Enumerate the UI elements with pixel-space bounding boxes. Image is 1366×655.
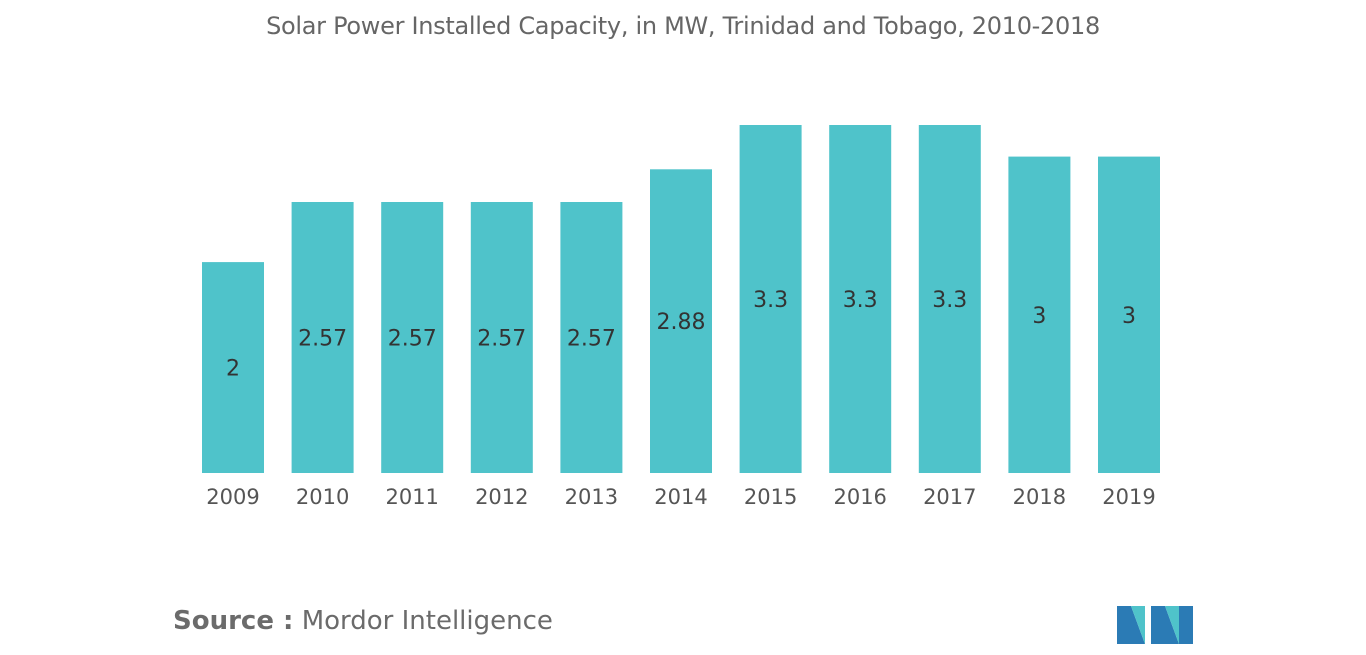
source-line: Source : Mordor Intelligence bbox=[173, 606, 553, 636]
data-label-2016: 3.3 bbox=[843, 288, 878, 313]
bar-2017 bbox=[918, 125, 981, 473]
data-label-2019: 3 bbox=[1122, 304, 1136, 329]
data-label-2010: 2.57 bbox=[298, 327, 347, 352]
data-label-2015: 3.3 bbox=[753, 288, 788, 313]
x-tick-label-2009: 2009 bbox=[206, 485, 259, 509]
bar-2011 bbox=[381, 202, 444, 473]
mordor-intelligence-logo-icon bbox=[1117, 606, 1193, 644]
x-tick-label-2016: 2016 bbox=[833, 485, 886, 509]
data-label-2017: 3.3 bbox=[932, 288, 967, 313]
x-tick-label-2017: 2017 bbox=[923, 485, 976, 509]
data-label-2018: 3 bbox=[1032, 304, 1046, 329]
x-tick-label-2011: 2011 bbox=[385, 485, 438, 509]
bar-2019 bbox=[1098, 156, 1160, 473]
x-tick-label-2010: 2010 bbox=[296, 485, 349, 509]
bar-2012 bbox=[470, 202, 533, 473]
data-label-2014: 2.88 bbox=[657, 310, 706, 335]
bar-2014 bbox=[650, 169, 712, 474]
x-tick-label-2018: 2018 bbox=[1013, 485, 1066, 509]
x-tick-label-2019: 2019 bbox=[1102, 485, 1155, 509]
source-value: Mordor Intelligence bbox=[301, 606, 553, 636]
data-label-2009: 2 bbox=[226, 357, 240, 382]
data-label-2013: 2.57 bbox=[567, 327, 616, 352]
bar-2016 bbox=[829, 125, 892, 473]
bar-chart: 2 2009 2.57 2010 2.57 2011 2.57 2012 2.57 2013 2.8… bbox=[202, 125, 1160, 509]
bar-2013 bbox=[560, 202, 623, 473]
bar-2018 bbox=[1008, 156, 1071, 473]
x-tick-label-2015: 2015 bbox=[744, 485, 797, 509]
x-tick-label-2013: 2013 bbox=[565, 485, 618, 509]
x-tick-label-2012: 2012 bbox=[475, 485, 528, 509]
data-label-2012: 2.57 bbox=[477, 327, 526, 352]
bar-2009 bbox=[202, 262, 264, 473]
chart-title: Solar Power Installed Capacity, in MW, T… bbox=[266, 12, 1100, 40]
data-label-2011: 2.57 bbox=[388, 327, 437, 352]
source-label: Source : bbox=[173, 606, 294, 636]
x-tick-label-2014: 2014 bbox=[654, 485, 707, 509]
bar-2010 bbox=[291, 202, 354, 473]
bar-2015 bbox=[739, 125, 802, 473]
